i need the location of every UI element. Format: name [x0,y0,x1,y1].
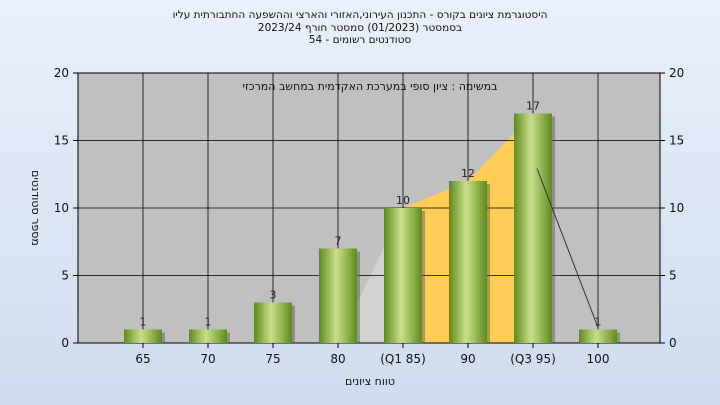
bar [449,181,487,343]
data-label: 17 [526,100,540,113]
y-tick-label: 0 [61,336,69,350]
bar [189,329,227,343]
x-tick-label: 70 [200,352,215,366]
y-tick-label-right: 15 [669,134,684,148]
y-tick-label-right: 10 [669,201,684,215]
bar [579,329,617,343]
x-axis-label: טווח ציונים [345,375,395,388]
y-axis-label: מספר סטודנטים [29,170,42,246]
data-label: 1 [595,316,602,329]
x-tick-label: 90 [460,352,475,366]
bar [514,113,552,343]
chart-title-line-2: בסמסטר (01/2023) סמסטר חורף 2023/24 [257,21,463,34]
data-label: 1 [140,316,147,329]
data-label: 3 [270,289,277,302]
data-label: 10 [396,194,410,207]
y-tick-label-right: 0 [669,336,677,350]
bar [319,248,357,343]
y-tick-label-right: 20 [669,66,684,80]
chart-title-line-1: היסטוגרמת ציונים בקורס - התכנון העירוני,… [172,9,548,21]
data-label: 7 [335,235,342,248]
chart-title-line-3: סטודנטים רשומים - 54 [308,34,412,46]
data-label: 12 [461,167,475,180]
bar [384,208,422,343]
x-tick-label: 100 [587,352,610,366]
y-tick-label: 20 [54,66,69,80]
chart-title-block: היסטוגרמת ציונים בקורס - התכנון העירוני,… [0,9,720,47]
y-tick-label: 15 [54,134,69,148]
x-tick-label: 75 [265,352,280,366]
bar [124,329,162,343]
bar [254,302,292,343]
data-label: 1 [205,316,212,329]
y-tick-label-right: 5 [669,269,677,283]
chart-subtitle: במשימה : ציון סופי במערכת האקדמית במחשב … [243,80,498,93]
x-tick-label: (Q1 85) [380,352,426,366]
x-tick-label: 65 [135,352,150,366]
x-tick-label: 80 [330,352,345,366]
y-tick-label: 10 [54,201,69,215]
y-tick-label: 5 [61,269,69,283]
distribution-line [536,168,599,328]
x-tick-label: (Q3 95) [510,352,556,366]
